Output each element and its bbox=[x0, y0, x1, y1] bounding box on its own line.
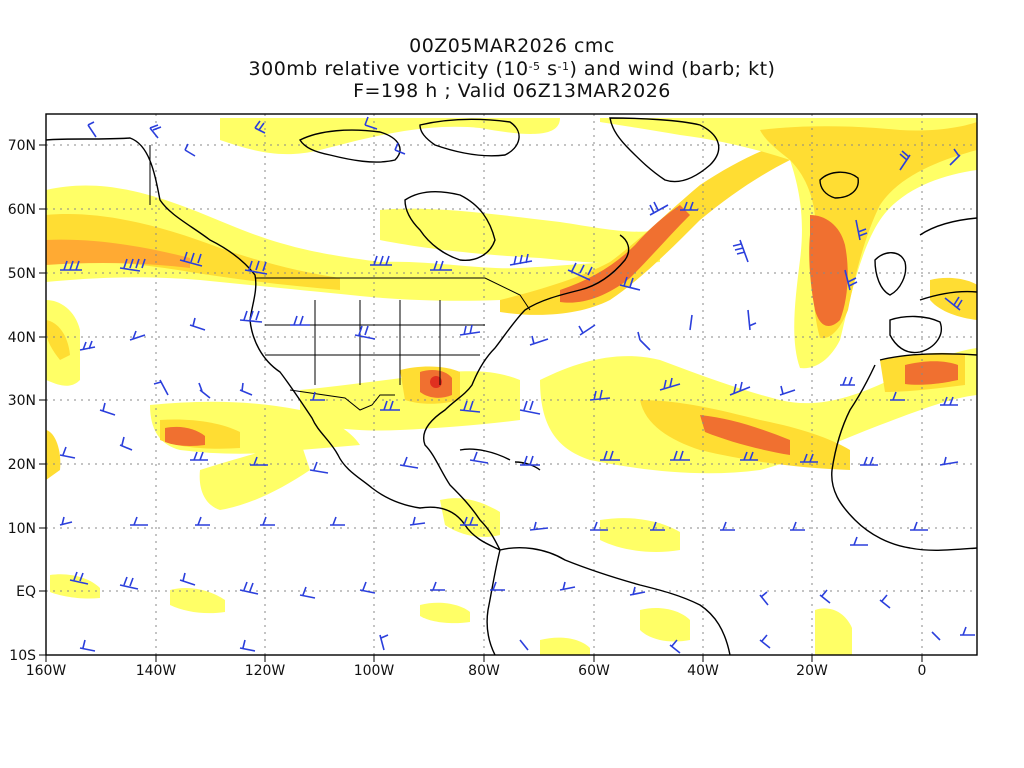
lon-label: 160W bbox=[26, 663, 67, 679]
lon-label: 0 bbox=[918, 663, 927, 679]
lat-label: 70N bbox=[8, 138, 36, 154]
lon-label: 100W bbox=[354, 663, 395, 679]
map-subtitle: 300mb relative vorticity (10-5 s-1) and … bbox=[248, 58, 776, 80]
lon-label: 20W bbox=[796, 663, 828, 679]
lat-label: 30N bbox=[8, 393, 36, 409]
graticule bbox=[46, 114, 977, 655]
coastlines bbox=[46, 117, 977, 655]
map-title: 00Z05MAR2026 cmc bbox=[409, 35, 615, 57]
latitude-labels: 70N 60N 50N 40N 30N 20N 10N EQ 10S bbox=[8, 138, 36, 664]
lat-label: 40N bbox=[8, 330, 36, 346]
lon-label: 60W bbox=[578, 663, 610, 679]
lat-label: 10N bbox=[8, 521, 36, 537]
plot-frame bbox=[45, 113, 978, 656]
lat-label: 50N bbox=[8, 266, 36, 282]
lat-label: 20N bbox=[8, 457, 36, 473]
axis-ticks bbox=[39, 144, 923, 662]
vorticity-shading bbox=[46, 118, 977, 655]
lon-label: 120W bbox=[245, 663, 286, 679]
lon-label: 140W bbox=[136, 663, 177, 679]
lat-label: 60N bbox=[8, 202, 36, 218]
lon-label: 80W bbox=[468, 663, 500, 679]
wind-barbs bbox=[59, 116, 975, 654]
lat-label: 10S bbox=[9, 648, 36, 664]
lat-label: EQ bbox=[16, 584, 36, 600]
map-valid-time: F=198 h ; Valid 06Z13MAR2026 bbox=[353, 80, 671, 102]
longitude-labels: 160W 140W 120W 100W 80W 60W 40W 20W 0 bbox=[26, 663, 927, 679]
lon-label: 40W bbox=[687, 663, 719, 679]
